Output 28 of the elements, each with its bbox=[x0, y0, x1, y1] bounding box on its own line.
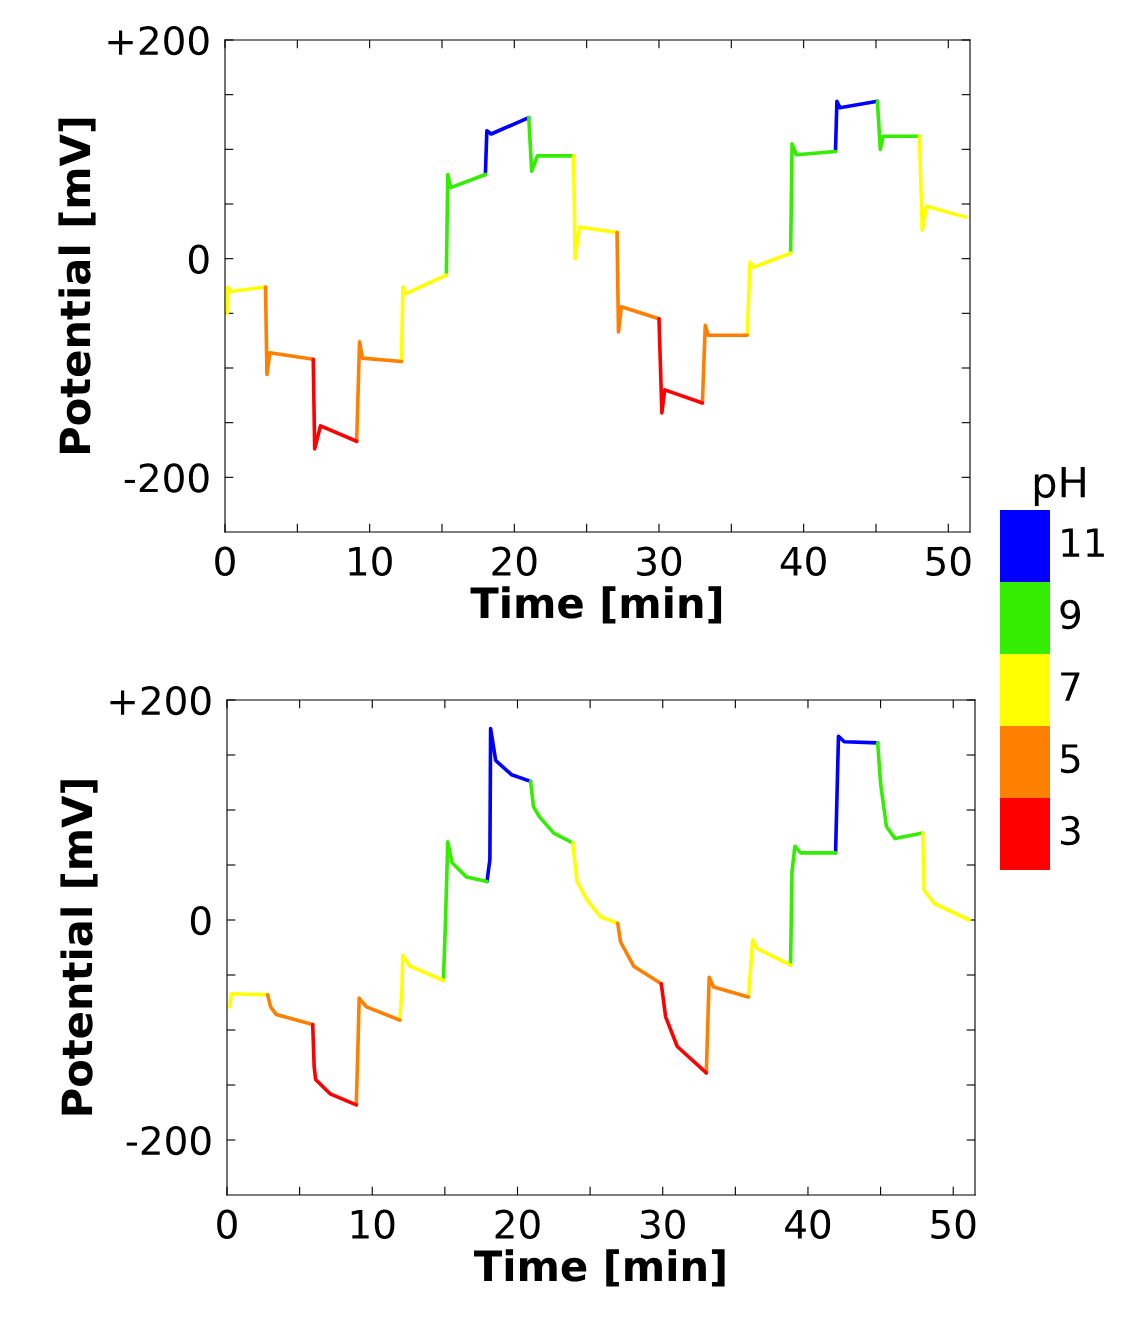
x-tick-label: 30 bbox=[637, 546, 682, 576]
x-tick-label: 30 bbox=[640, 1209, 685, 1239]
x-tick-label: 40 bbox=[780, 546, 826, 576]
y-tick-label: -200 bbox=[124, 463, 209, 493]
x-tick-label: 20 bbox=[495, 1209, 540, 1239]
x-tick-label: 0 bbox=[217, 1209, 237, 1239]
x-axis-title: Time [min] bbox=[474, 1249, 725, 1287]
x-tick-label: 50 bbox=[931, 1209, 976, 1239]
x-tick-label: 40 bbox=[785, 1209, 831, 1239]
y-axis-title: Potential [mV] bbox=[60, 780, 98, 1115]
y-tick-label: 0 bbox=[188, 244, 209, 274]
x-tick-label: 50 bbox=[926, 546, 971, 576]
x-axis-title: Time [min] bbox=[470, 586, 722, 624]
x-tick-label: 10 bbox=[349, 546, 392, 576]
x-tick-label: 0 bbox=[215, 546, 235, 576]
y-axis-title: Potential [mV] bbox=[58, 118, 96, 454]
legend-label: 5 bbox=[1061, 744, 1080, 774]
y-tick-label: +200 bbox=[108, 25, 209, 56]
y-tick-label: +200 bbox=[110, 685, 211, 716]
x-tick-label: 20 bbox=[492, 546, 537, 576]
legend-label: 9 bbox=[1060, 599, 1081, 630]
legend-label: 3 bbox=[1060, 815, 1080, 846]
legend-label: 7 bbox=[1061, 672, 1080, 701]
y-tick-label: -200 bbox=[126, 1125, 211, 1156]
y-tick-label: 0 bbox=[190, 905, 211, 936]
legend-label: 11 bbox=[1062, 528, 1104, 557]
x-tick-label: 10 bbox=[351, 1209, 395, 1239]
legend-title: pH bbox=[1034, 466, 1085, 506]
